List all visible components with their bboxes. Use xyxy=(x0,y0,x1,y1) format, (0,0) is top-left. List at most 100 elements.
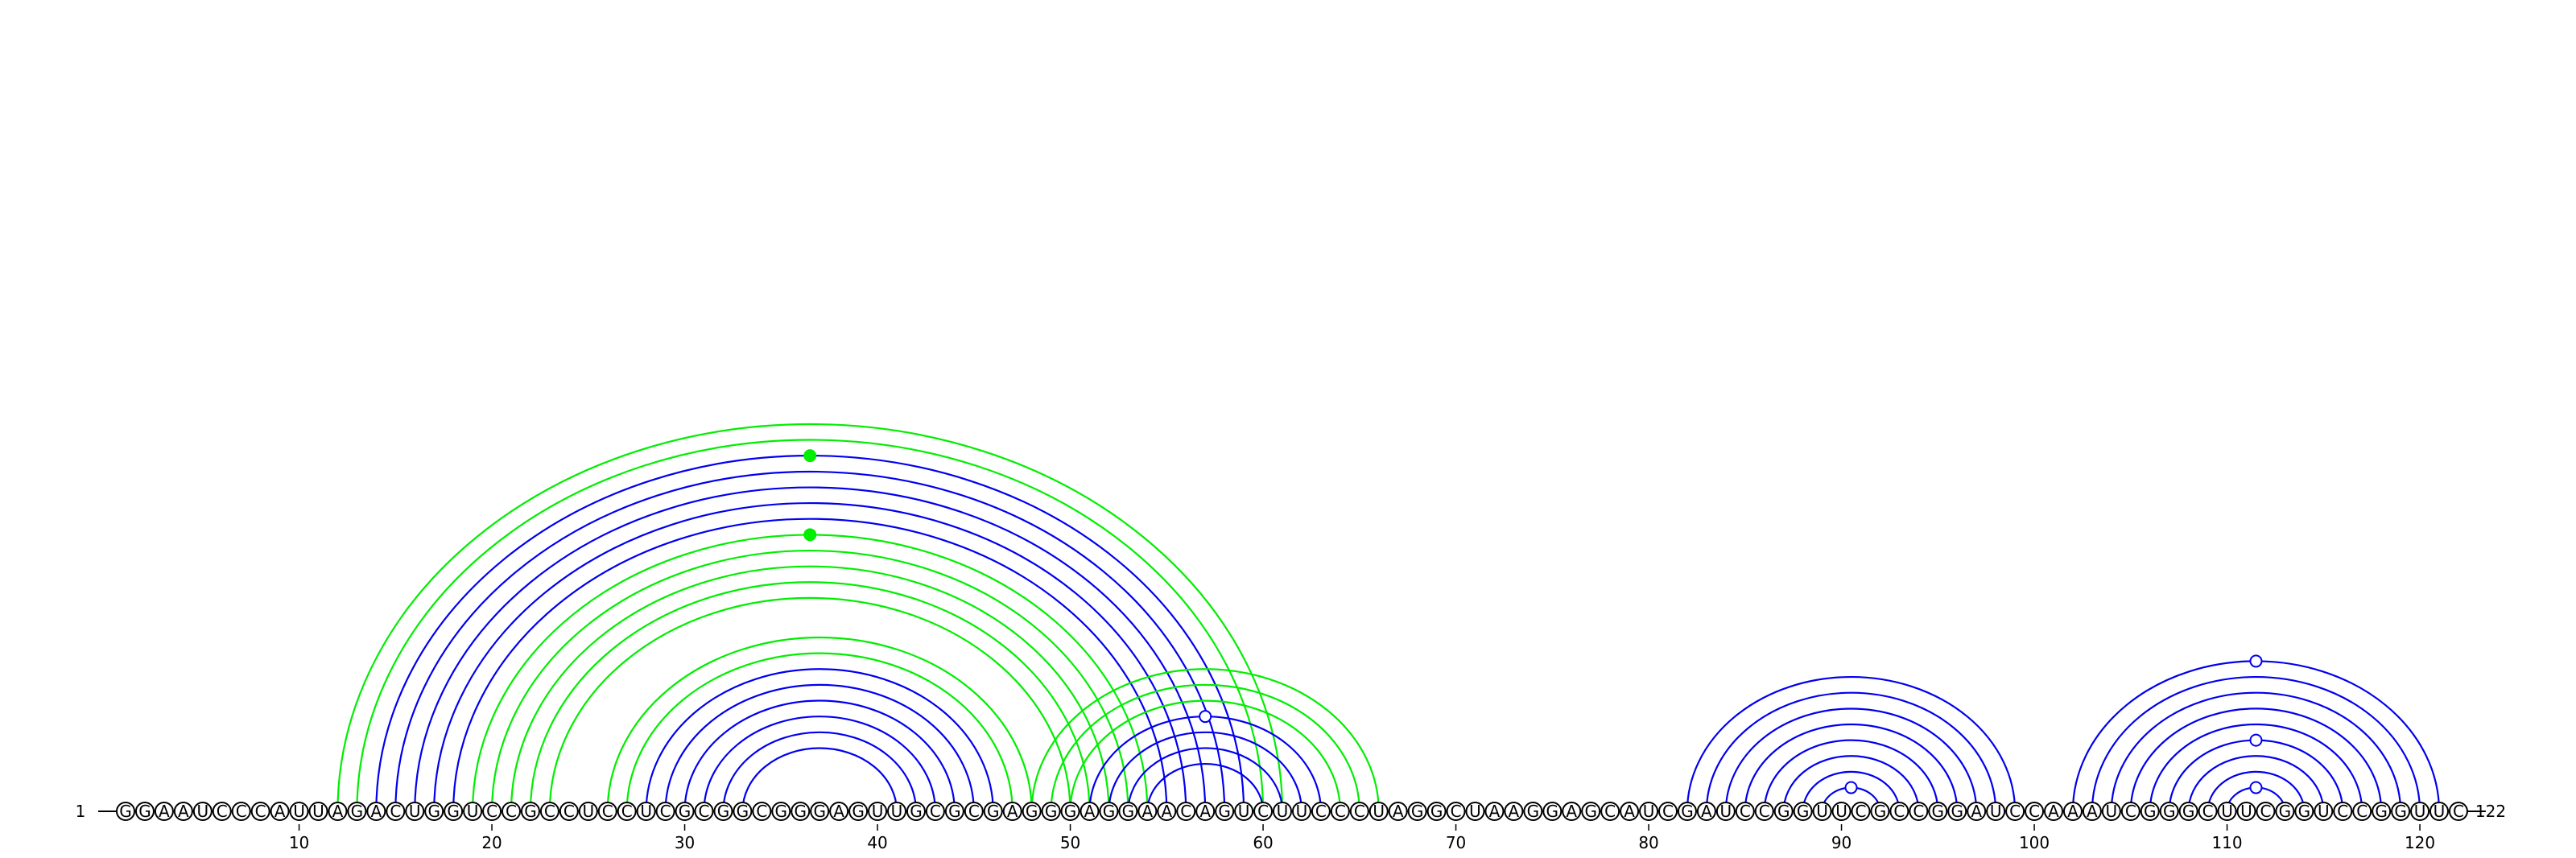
nucleotide-letter: G xyxy=(1681,802,1694,821)
base-pair-arc xyxy=(375,455,1245,812)
nucleotide-letter: U xyxy=(1238,802,1250,821)
nucleotide-circle xyxy=(559,802,579,821)
nucleotide-letter: G xyxy=(2375,802,2388,821)
nucleotide: G xyxy=(1022,802,1042,821)
position-axis: 10 20 30 40 50 60 70 80 90 100 110 120 xyxy=(289,824,2435,852)
nucleotide-letter: A xyxy=(2087,802,2098,821)
base-pair-arc xyxy=(452,518,1168,812)
helix-markers xyxy=(803,449,2263,794)
nucleotide-circle xyxy=(308,802,328,821)
base-pair-arc xyxy=(1744,723,1959,812)
nucleotide-letter: A xyxy=(1566,802,1577,821)
base-pair-arc xyxy=(529,581,1091,812)
open-marker xyxy=(2249,733,2263,747)
nucleotide: U xyxy=(2101,802,2121,821)
nucleotide: C xyxy=(617,802,637,821)
nucleotide: U xyxy=(1812,802,1832,821)
base-pair-arc xyxy=(433,501,1187,812)
base-pair-arc xyxy=(1724,707,1978,812)
tick-label: 20 xyxy=(481,833,502,852)
open-marker xyxy=(2249,781,2263,794)
nucleotide-circle xyxy=(713,802,733,821)
nucleotide: A xyxy=(154,802,174,821)
end-position-label: 122 xyxy=(2475,802,2506,821)
nucleotide: A xyxy=(173,802,193,821)
nucleotide-letter: G xyxy=(1527,802,1540,821)
nucleotide-circle xyxy=(1600,802,1620,821)
nucleotide-circle xyxy=(1002,802,1022,821)
nucleotide: A xyxy=(1696,802,1716,821)
nucleotide-circle xyxy=(1754,802,1774,821)
nucleotide-letter: C xyxy=(236,802,247,821)
nucleotide-letter: C xyxy=(2453,802,2464,821)
nucleotide-letter: C xyxy=(544,802,555,821)
nucleotide: U xyxy=(308,802,328,821)
nucleotide-letter: G xyxy=(852,802,865,821)
nucleotide: C xyxy=(2256,802,2276,821)
nucleotide-letter: G xyxy=(427,802,440,821)
nucleotide-circle xyxy=(578,802,598,821)
nucleotide: A xyxy=(328,802,348,821)
nucleotide: C xyxy=(964,802,984,821)
nucleotide-circle xyxy=(694,802,714,821)
nucleotide: A xyxy=(1195,802,1216,821)
base-pair-arc xyxy=(1782,755,1920,812)
nucleotide-letter: C xyxy=(621,802,633,821)
base-pair-arc xyxy=(2168,739,2344,812)
nucleotide-circle xyxy=(2062,802,2083,821)
nucleotide: G xyxy=(424,802,444,821)
nucleotide-circle xyxy=(1639,802,1659,821)
nucleotide: C xyxy=(2333,802,2353,821)
nucleotide: A xyxy=(1157,802,1177,821)
nucleotide-circle xyxy=(1928,802,1948,821)
nucleotide-circle xyxy=(2025,802,2045,821)
nucleotide: G xyxy=(983,802,1003,821)
nucleotide-letter: C xyxy=(217,802,228,821)
nucleotide-letter: C xyxy=(1315,802,1327,821)
nucleotide-circle xyxy=(2120,802,2140,821)
nucleotide-letter: U xyxy=(1373,802,1385,821)
nucleotide-circle xyxy=(1735,802,1755,821)
nucleotide: G xyxy=(1426,802,1447,821)
nucleotide-letter: G xyxy=(2298,802,2311,821)
tick-label: 90 xyxy=(1831,833,1852,852)
nucleotide: G xyxy=(2275,802,2295,821)
nucleotide-circle xyxy=(944,802,964,821)
base-pair-arc xyxy=(741,747,898,812)
nucleotide: U xyxy=(2429,802,2449,821)
nucleotide-circle xyxy=(1426,802,1447,821)
nucleotide-letter: U xyxy=(1816,802,1828,821)
nucleotide-letter: C xyxy=(506,802,517,821)
nucleotide-circle xyxy=(2448,802,2468,821)
nucleotide: A xyxy=(2082,802,2102,821)
nucleotide-circle xyxy=(733,802,753,821)
nucleotide-letter: A xyxy=(1489,802,1501,821)
nucleotide: C xyxy=(2198,802,2218,821)
nucleotide-letter: C xyxy=(1257,802,1269,821)
nucleotide-letter: A xyxy=(1509,802,1520,821)
base-pair-arc xyxy=(683,699,956,812)
nucleotide: A xyxy=(1484,802,1505,821)
nucleotide-circle xyxy=(192,802,213,821)
nucleotide-letter: A xyxy=(332,802,344,821)
nucleotide-letter: C xyxy=(2260,802,2271,821)
nucleotide: G xyxy=(1407,802,1427,821)
nucleotide: G xyxy=(2391,802,2411,821)
filled-marker xyxy=(803,528,817,542)
nucleotide: C xyxy=(1754,802,1774,821)
nucleotide: U xyxy=(636,802,656,821)
nucleotide-letter: C xyxy=(390,802,401,821)
nucleotide: U xyxy=(2236,802,2256,821)
base-pair-arc xyxy=(2149,723,2363,812)
nucleotide-circle xyxy=(925,802,945,821)
nucleotide: G xyxy=(1581,802,1601,821)
nucleotide-letter: U xyxy=(2240,802,2252,821)
nucleotide-letter: G xyxy=(2394,802,2407,821)
nucleotide: G xyxy=(848,802,869,821)
nucleotide-letter: G xyxy=(1951,802,1964,821)
open-marker xyxy=(1844,781,1858,794)
nucleotide-circle xyxy=(1368,802,1389,821)
base-pair-arc xyxy=(548,596,1071,812)
nucleotide-circle xyxy=(520,802,540,821)
